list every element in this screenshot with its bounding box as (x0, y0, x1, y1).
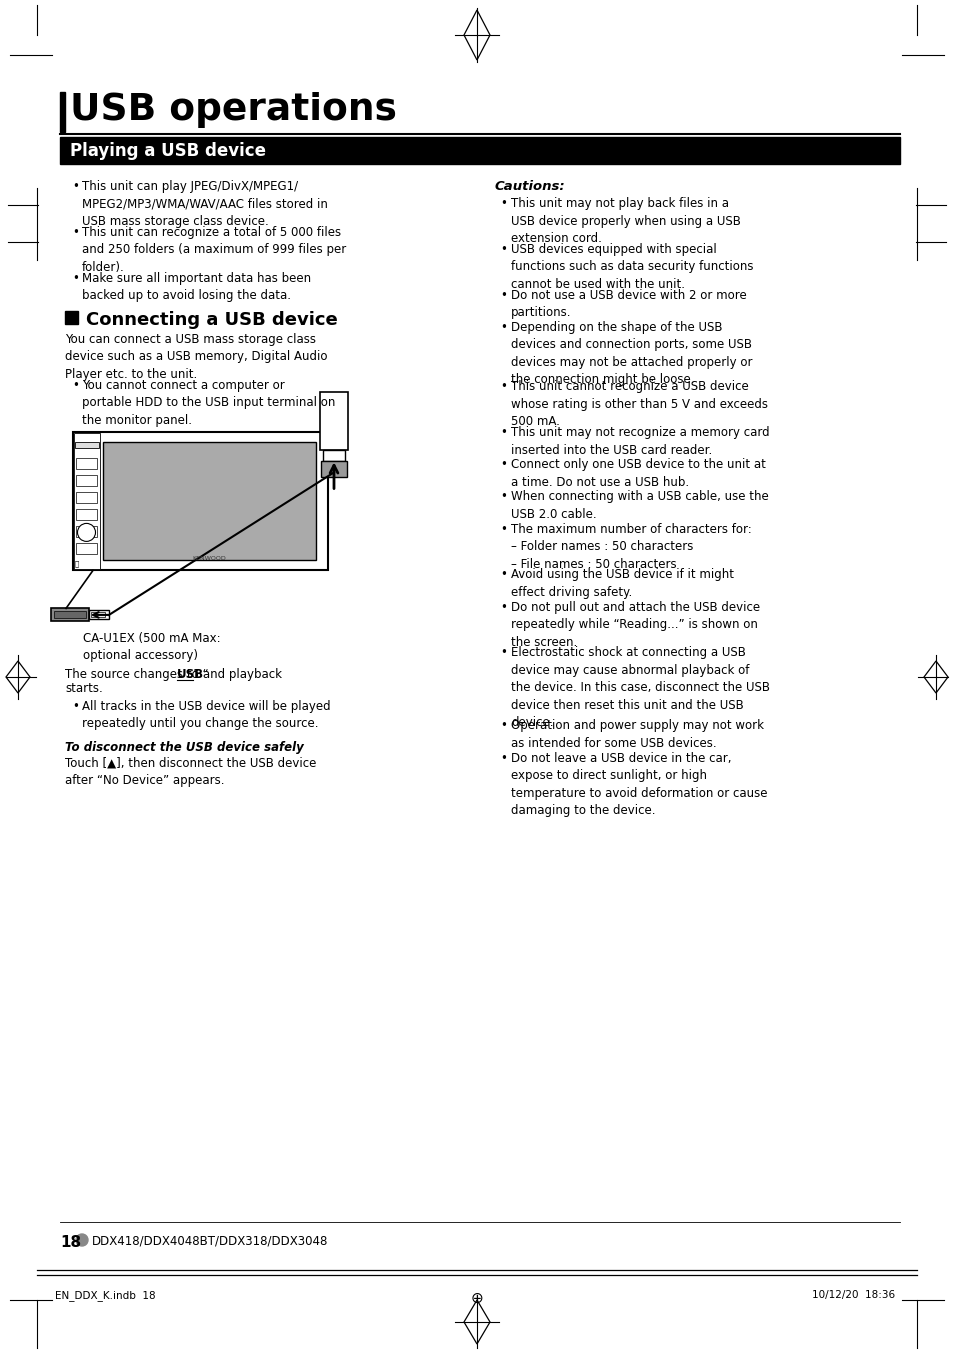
Text: USB: USB (176, 669, 203, 681)
Text: •: • (499, 242, 506, 256)
Text: USB operations: USB operations (70, 92, 396, 129)
Text: CA-U1EX (500 mA Max:
optional accessory): CA-U1EX (500 mA Max: optional accessory) (83, 632, 220, 662)
Text: DDX418/DDX4048BT/DDX318/DDX3048: DDX418/DDX4048BT/DDX318/DDX3048 (91, 1235, 328, 1248)
Bar (65, 311, 78, 324)
Text: This unit cannot recognize a USB device
whose rating is other than 5 V and excee: This unit cannot recognize a USB device … (511, 380, 767, 428)
Text: •: • (499, 646, 506, 659)
Text: Playing a USB device: Playing a USB device (70, 142, 266, 161)
Circle shape (77, 524, 95, 542)
Text: Make sure all important data has been
backed up to avoid losing the data.: Make sure all important data has been ba… (82, 272, 311, 302)
Bar (76, 543, 97, 554)
Text: Electrostatic shock at connecting a USB
device may cause abnormal playback of
th: Electrostatic shock at connecting a USB … (511, 646, 769, 730)
Text: 10/12/20  18:36: 10/12/20 18:36 (811, 1290, 894, 1300)
Bar (319, 393, 348, 451)
Text: •: • (499, 601, 506, 613)
Text: Do not leave a USB device in the car,
expose to direct sunlight, or high
tempera: Do not leave a USB device in the car, ex… (511, 751, 767, 816)
Bar (76, 475, 97, 486)
Text: The maximum number of characters for:
– Folder names : 50 characters
– File name: The maximum number of characters for: – … (511, 523, 751, 570)
Bar (51, 608, 89, 621)
Text: •: • (499, 458, 506, 471)
Bar (89, 611, 109, 619)
Bar (76, 493, 97, 504)
Text: This unit may not recognize a memory card
inserted into the USB card reader.: This unit may not recognize a memory car… (511, 427, 769, 456)
Text: •: • (499, 719, 506, 733)
Bar (75, 443, 99, 448)
Text: You can connect a USB mass storage class
device such as a USB memory, Digital Au: You can connect a USB mass storage class… (65, 333, 327, 380)
Text: ⊕: ⊕ (470, 1290, 483, 1307)
Bar (54, 612, 86, 619)
Text: Do not pull out and attach the USB device
repeatedly while “Reading...” is shown: Do not pull out and attach the USB devic… (511, 601, 760, 649)
Text: This unit may not play back files in a
USB device properly when using a USB
exte: This unit may not play back files in a U… (511, 196, 740, 245)
Text: Connect only one USB device to the unit at
a time. Do not use a USB hub.: Connect only one USB device to the unit … (511, 458, 765, 489)
Text: Avoid using the USB device if it might
effect driving safety.: Avoid using the USB device if it might e… (511, 569, 733, 598)
Bar (73, 432, 328, 570)
Text: starts.: starts. (65, 682, 103, 695)
Bar (76, 459, 97, 470)
Text: •: • (499, 288, 506, 302)
Text: You cannot connect a computer or
portable HDD to the USB input terminal on
the m: You cannot connect a computer or portabl… (82, 379, 335, 427)
Bar (74, 433, 100, 570)
Bar (76, 527, 97, 538)
Text: Touch [▲], then disconnect the USB device
after “No Device” appears.: Touch [▲], then disconnect the USB devic… (65, 757, 316, 787)
Text: •: • (499, 751, 506, 765)
Text: •: • (499, 380, 506, 393)
Bar (323, 451, 345, 462)
Bar (60, 137, 899, 164)
Text: ” and playback: ” and playback (193, 669, 282, 681)
Text: All tracks in the USB device will be played
repeatedly until you change the sour: All tracks in the USB device will be pla… (82, 700, 331, 730)
Text: KENWOOD: KENWOOD (193, 556, 226, 562)
Circle shape (76, 1233, 88, 1246)
Text: EN_DDX_K.indb  18: EN_DDX_K.indb 18 (55, 1290, 155, 1301)
Text: USB devices equipped with special
functions such as data security functions
cann: USB devices equipped with special functi… (511, 242, 753, 291)
Text: Depending on the shape of the USB
devices and connection ports, some USB
devices: Depending on the shape of the USB device… (511, 321, 752, 386)
Text: 18: 18 (60, 1235, 81, 1250)
Text: •: • (499, 427, 506, 439)
Text: •: • (71, 700, 79, 712)
Text: •: • (71, 180, 79, 194)
Text: This unit can recognize a total of 5 000 files
and 250 folders (a maximum of 999: This unit can recognize a total of 5 000… (82, 226, 346, 274)
Bar (91, 612, 105, 617)
Text: •: • (71, 226, 79, 238)
Text: •: • (499, 490, 506, 504)
Text: Do not use a USB device with 2 or more
partitions.: Do not use a USB device with 2 or more p… (511, 288, 746, 320)
Text: When connecting with a USB cable, use the
USB 2.0 cable.: When connecting with a USB cable, use th… (511, 490, 768, 521)
Text: •: • (499, 196, 506, 210)
Text: Cautions:: Cautions: (495, 180, 565, 194)
Text: This unit can play JPEG/DivX/MPEG1/
MPEG2/MP3/WMA/WAV/AAC files stored in
USB ma: This unit can play JPEG/DivX/MPEG1/ MPEG… (82, 180, 328, 227)
Text: Connecting a USB device: Connecting a USB device (86, 311, 337, 329)
Text: •: • (71, 272, 79, 284)
Text: •: • (71, 379, 79, 391)
Text: •: • (499, 523, 506, 536)
Text: •: • (499, 569, 506, 581)
Text: •: • (499, 321, 506, 334)
Bar (76, 509, 97, 520)
Bar (320, 462, 347, 478)
Text: Operation and power supply may not work
as intended for some USB devices.: Operation and power supply may not work … (511, 719, 763, 750)
Text: To disconnect the USB device safely: To disconnect the USB device safely (65, 741, 303, 754)
Text: ⎯: ⎯ (75, 561, 79, 567)
Text: The source changes to “: The source changes to “ (65, 669, 209, 681)
Bar (103, 443, 315, 561)
Bar (60, 92, 65, 131)
